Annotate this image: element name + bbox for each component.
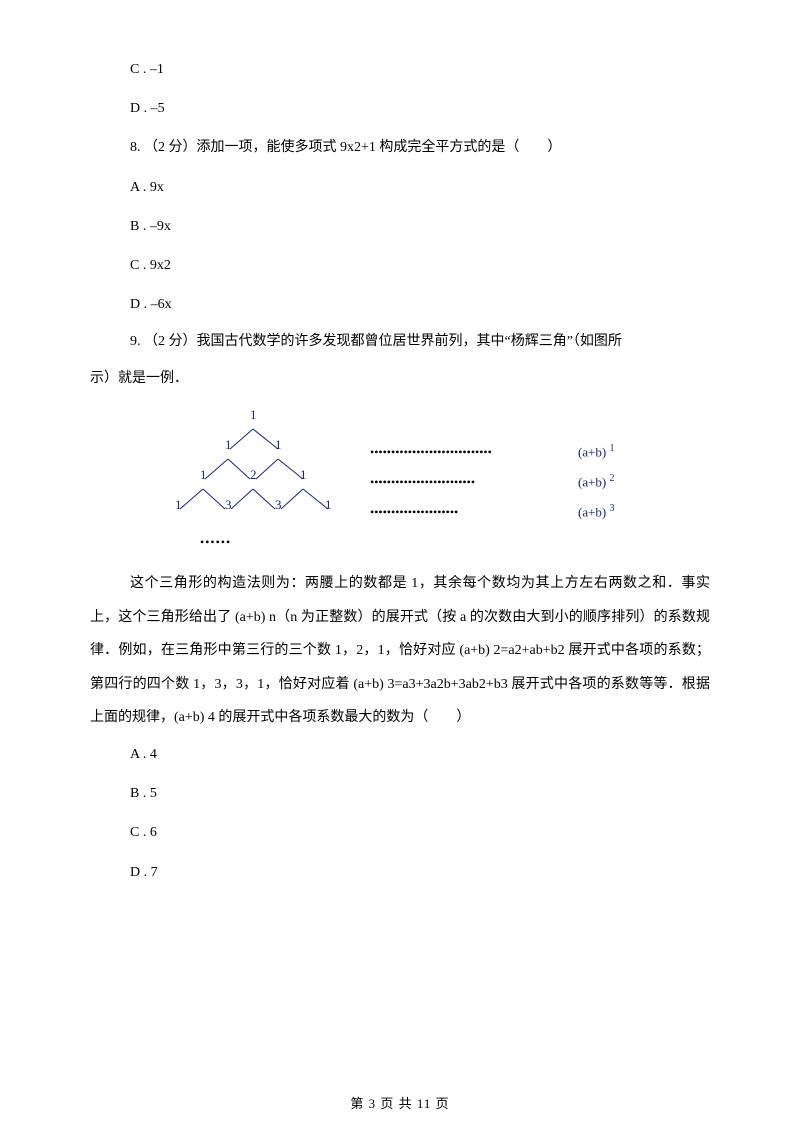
tri-num: 1 <box>300 467 307 483</box>
q9-stem-line2: 示）就是一例． <box>90 361 710 397</box>
tri-label-2: (a+b) 1 <box>570 443 615 460</box>
q8-option-a: A . 9x <box>90 168 710 207</box>
triangle-row-2: 1 1 ••••••••••••••••••••••••••••• (a+b) … <box>150 437 710 467</box>
triangle-row-4: 1 3 3 1 ••••••••••••••••••••• (a+b) 3 <box>150 497 710 527</box>
tri-num: 1 <box>175 497 182 513</box>
tri-label-exp: 1 <box>610 443 615 454</box>
tri-label-exp: 2 <box>610 473 615 484</box>
page-footer: 第 3 页 共 11 页 <box>0 1093 800 1112</box>
q7-option-d: D . –5 <box>90 89 710 128</box>
tri-num: 1 <box>275 437 282 453</box>
tri-num: 3 <box>275 497 282 513</box>
q9-stem-line1: 9. （2 分）我国古代数学的许多发现都曾位居世界前列，其中“杨辉三角”（如图所 <box>90 324 710 360</box>
q7-option-c: C . –1 <box>90 50 710 89</box>
tri-dots-2: ••••••••••••••••••••••••••••• <box>370 445 570 460</box>
tri-dots-4: ••••••••••••••••••••• <box>370 505 570 520</box>
tri-label-text: (a+b) <box>578 475 606 490</box>
pascal-triangle-figure: 1 1 1 ••••••••••••••••••••••••••••• (a+b… <box>150 407 710 557</box>
q8-stem: 8. （2 分）添加一项，能使多项式 9x2+1 构成完全平方式的是（ ） <box>90 128 710 167</box>
triangle-row-3: 1 2 1 ••••••••••••••••••••••••• (a+b) 2 <box>150 467 710 497</box>
tri-num: 1 <box>325 497 332 513</box>
triangle-row-1: 1 <box>150 407 710 437</box>
tri-label-text: (a+b) <box>578 505 606 520</box>
tri-num: 1 <box>225 437 232 453</box>
tri-ellipsis-text: •••••• <box>150 535 231 550</box>
tri-num: 1 <box>250 407 257 423</box>
q8-option-c: C . 9x2 <box>90 246 710 285</box>
q8-option-b: B . –9x <box>90 207 710 246</box>
tri-label-exp: 3 <box>610 503 615 514</box>
q9-option-c: C . 6 <box>90 813 710 852</box>
tri-num: 3 <box>225 497 232 513</box>
tri-num: 1 <box>200 467 207 483</box>
q9-option-d: D . 7 <box>90 853 710 892</box>
q8-option-d: D . –6x <box>90 285 710 324</box>
tri-label-3: (a+b) 2 <box>570 473 615 490</box>
tri-label-4: (a+b) 3 <box>570 503 615 520</box>
tri-dots-3: ••••••••••••••••••••••••• <box>370 475 570 490</box>
triangle-ellipsis: •••••• <box>150 527 710 557</box>
q9-option-b: B . 5 <box>90 774 710 813</box>
tri-label-text: (a+b) <box>578 445 606 460</box>
q9-explanation: 这个三角形的构造法则为：两腰上的数都是 1，其余每个数均为其上方左右两数之和．事… <box>90 567 710 735</box>
tri-num: 2 <box>250 467 257 483</box>
q9-option-a: A . 4 <box>90 735 710 774</box>
